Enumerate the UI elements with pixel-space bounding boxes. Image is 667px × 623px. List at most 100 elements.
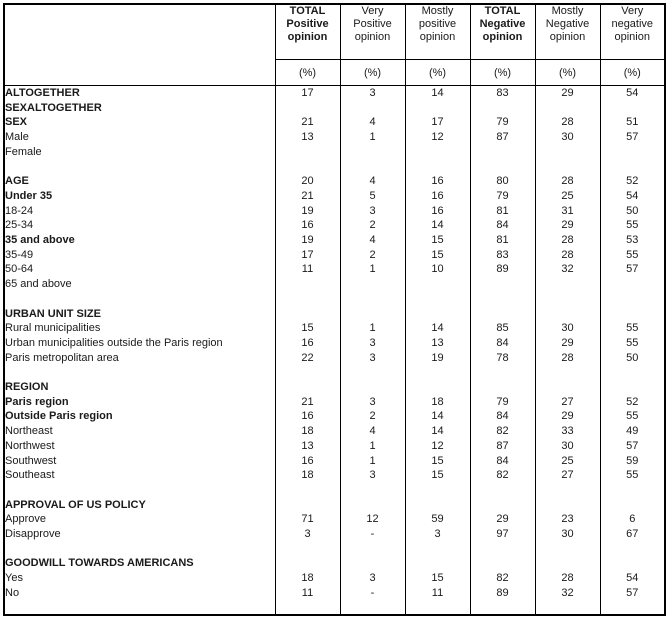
value-cell (274, 600, 341, 616)
unit-header-0: (%) (274, 59, 341, 86)
value-cell: 84 (469, 218, 536, 234)
value-cell: 80 (469, 174, 536, 189)
value-cell: 67 (599, 527, 666, 542)
value-cell: 32 (534, 262, 601, 278)
column-header-line: Very (361, 5, 384, 17)
value-cell (469, 306, 536, 322)
value-cell: 25 (534, 453, 601, 469)
value-cell (599, 556, 666, 572)
value-cell: 15 (404, 453, 471, 469)
unit-header-2: (%) (404, 59, 471, 86)
value-cell: 28 (534, 174, 601, 189)
value-cell: - (339, 527, 406, 542)
value-cell: 54 (599, 571, 666, 586)
value-cell: 57 (599, 130, 666, 145)
row-label: Male (4, 130, 276, 145)
column-header-line: Positive (353, 18, 392, 30)
value-cell: 3 (339, 335, 406, 351)
value-cell: 83 (469, 247, 536, 263)
value-cell (404, 306, 471, 322)
table-row: AGE 20 4 16 80 28 52 (4, 174, 666, 189)
value-cell: 3 (339, 350, 406, 366)
value-cell: 16 (274, 453, 341, 469)
value-cell: 14 (404, 85, 471, 101)
value-cell: 31 (534, 203, 601, 219)
table-row: 18-24 19 3 16 81 31 50 (4, 203, 666, 219)
row-label: Disapprove (4, 527, 276, 542)
value-cell: 57 (599, 262, 666, 278)
table-row: SEXALTOGETHER (4, 100, 666, 116)
value-cell: 10 (404, 262, 471, 278)
value-cell: 81 (469, 203, 536, 219)
value-cell (339, 159, 406, 175)
row-label: Yes (4, 571, 276, 586)
row-label: Rural municipalities (4, 321, 276, 336)
row-label: Approve (4, 512, 276, 528)
value-cell: 15 (404, 571, 471, 586)
value-cell: 17 (274, 85, 341, 101)
value-cell (599, 482, 666, 498)
value-cell: 50 (599, 350, 666, 366)
row-label: Under 35 (4, 188, 276, 204)
value-cell: 5 (339, 188, 406, 204)
value-cell: 19 (274, 203, 341, 219)
spacer-row (4, 482, 666, 498)
value-cell: 12 (404, 438, 471, 454)
column-header-line: negative (611, 18, 654, 30)
value-cell (599, 291, 666, 307)
value-cell (274, 541, 341, 557)
column-header-line: positive (418, 18, 457, 30)
value-cell: 16 (274, 218, 341, 234)
value-cell: 2 (339, 409, 406, 425)
unit-header-1: (%) (339, 59, 406, 86)
value-cell: 85 (469, 321, 536, 336)
value-cell: 84 (469, 335, 536, 351)
value-cell: 79 (469, 394, 536, 410)
value-cell: 30 (534, 321, 601, 336)
value-cell: 15 (404, 233, 471, 248)
value-cell: 55 (599, 335, 666, 351)
column-header-2: Mostly positive opinion (404, 3, 471, 60)
column-header-line: Very (621, 5, 644, 17)
value-cell (339, 556, 406, 572)
column-header-line: TOTAL (289, 5, 326, 17)
table-row: URBAN UNIT SIZE (4, 306, 666, 322)
value-cell: 18 (404, 394, 471, 410)
value-cell: 3 (339, 571, 406, 586)
value-cell (599, 380, 666, 395)
column-header-line: opinion (614, 31, 650, 43)
value-cell: 3 (274, 527, 341, 542)
column-header-line: Positive (286, 18, 329, 30)
row-label: REGION (4, 380, 276, 395)
row-label: Paris region (4, 394, 276, 410)
spacer-row (4, 291, 666, 307)
value-cell (404, 365, 471, 381)
value-cell: 3 (339, 85, 406, 101)
value-cell: 55 (599, 321, 666, 336)
value-cell (534, 600, 601, 616)
value-cell: 87 (469, 130, 536, 145)
value-cell: 29 (469, 512, 536, 528)
value-cell (274, 556, 341, 572)
value-cell (534, 306, 601, 322)
value-cell: 49 (599, 424, 666, 439)
value-cell (274, 482, 341, 498)
value-cell (274, 159, 341, 175)
value-cell: 1 (339, 262, 406, 278)
value-cell (274, 291, 341, 307)
value-cell: 19 (274, 233, 341, 248)
table-row: GOODWILL TOWARDS AMERICANS (4, 556, 666, 572)
value-cell (599, 541, 666, 557)
column-header-4: Mostly Negative opinion (534, 3, 601, 60)
column-header-line: Mostly (421, 5, 454, 17)
row-label: Northeast (4, 424, 276, 439)
column-header-1: Very Positive opinion (339, 3, 406, 60)
value-cell: 2 (339, 218, 406, 234)
value-cell: 21 (274, 394, 341, 410)
table-row: Northwest 13 1 12 87 30 57 (4, 438, 666, 454)
column-header-line: Negative (479, 18, 526, 30)
table-body: ALTOGETHER 17 3 14 83 29 54 SEXALTOGETHER SEX 21 4… (4, 85, 666, 616)
value-cell (339, 380, 406, 395)
row-label: APPROVAL OF US POLICY (4, 497, 276, 513)
value-cell: 29 (534, 335, 601, 351)
